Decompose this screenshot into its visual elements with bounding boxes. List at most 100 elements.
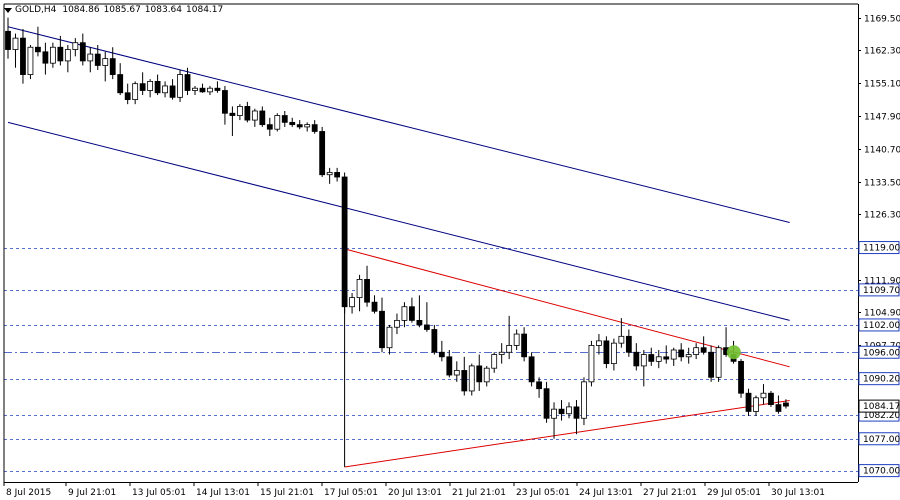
current-price-label: 1084.17 xyxy=(863,402,900,412)
time-tick-label: 24 Jul 13:01 xyxy=(579,488,633,498)
candle xyxy=(132,81,139,105)
candle-body xyxy=(356,279,363,299)
candle xyxy=(438,340,445,362)
level-label-box xyxy=(858,283,900,297)
candle-body xyxy=(760,392,767,399)
candle xyxy=(109,47,116,80)
symbol-timeframe: GOLD,H4 xyxy=(15,5,57,15)
candle xyxy=(192,85,198,96)
trendline-channel-upper[interactable] xyxy=(7,26,790,223)
candle-body xyxy=(783,402,789,407)
candle xyxy=(94,44,101,71)
level-label-box xyxy=(858,432,900,446)
candle-body xyxy=(513,333,520,346)
candle-body xyxy=(498,351,505,355)
candle xyxy=(386,324,393,355)
candle xyxy=(775,395,782,414)
candle-body xyxy=(745,392,752,412)
candle-body xyxy=(700,347,707,353)
candle xyxy=(207,85,213,96)
candle-body xyxy=(610,342,617,365)
candle-body xyxy=(708,351,715,378)
candle xyxy=(371,295,378,314)
level-label-box xyxy=(858,318,900,332)
candle-body xyxy=(371,301,378,312)
time-tick-label: 30 Jul 13:01 xyxy=(771,488,825,498)
candle-body xyxy=(229,112,236,116)
candle xyxy=(700,336,707,355)
trendline-triangle-upper[interactable] xyxy=(344,248,790,368)
time-axis-bg xyxy=(0,482,900,500)
candle-body xyxy=(670,349,677,360)
level-label: 1082.20 xyxy=(863,411,900,421)
time-tick-label: 17 Jul 05:01 xyxy=(324,488,378,498)
candle-body xyxy=(461,370,468,392)
candle-body xyxy=(536,381,542,390)
candle xyxy=(416,295,423,328)
candle-body xyxy=(438,351,445,358)
candle-body xyxy=(35,46,41,53)
candle-body xyxy=(334,172,341,178)
candle xyxy=(289,117,296,127)
candle xyxy=(693,343,700,360)
candle-body xyxy=(491,354,498,369)
candle-body xyxy=(139,83,146,91)
candle-body xyxy=(640,354,647,367)
candle xyxy=(169,79,176,100)
candle-body xyxy=(184,74,191,91)
candle-body xyxy=(79,42,86,62)
price-tick-label: 1169.50 xyxy=(864,15,900,25)
candle xyxy=(394,313,400,335)
candle-body xyxy=(573,406,580,419)
time-tick-label: 8 Jul 2015 xyxy=(6,488,51,498)
candle xyxy=(124,83,131,105)
candle xyxy=(610,338,617,371)
candle-body xyxy=(154,80,161,94)
candle xyxy=(513,329,520,350)
candle-body xyxy=(566,406,572,415)
candle xyxy=(401,302,408,328)
candle-body xyxy=(446,356,453,376)
candle-body xyxy=(132,83,139,100)
candle-body xyxy=(655,356,662,362)
candle-body xyxy=(72,42,79,50)
candle-body xyxy=(304,124,311,128)
candle-body xyxy=(349,297,355,308)
candle xyxy=(35,26,41,57)
candle-body xyxy=(618,335,625,344)
candle-body xyxy=(214,87,221,91)
price-tick-label: 1133.50 xyxy=(864,179,900,189)
candle-body xyxy=(693,347,700,355)
candle xyxy=(685,347,692,364)
candle xyxy=(423,302,430,332)
trendline-channel-lower[interactable] xyxy=(7,121,790,321)
candle xyxy=(117,63,124,96)
level-label: 1070.00 xyxy=(863,467,900,477)
candle-body xyxy=(528,356,535,383)
candle xyxy=(266,117,273,137)
candle xyxy=(5,17,11,59)
candle-body xyxy=(476,365,483,383)
dropdown-arrow-icon[interactable] xyxy=(4,7,12,13)
current-price-box xyxy=(858,399,900,413)
candle-body xyxy=(311,124,318,132)
candle-body xyxy=(633,351,640,367)
candle xyxy=(506,315,513,360)
candle-body xyxy=(49,46,56,64)
ohlc-close: 1084.17 xyxy=(186,5,224,15)
candle xyxy=(259,106,266,127)
candle xyxy=(356,274,363,312)
candle-body xyxy=(423,324,430,330)
candle xyxy=(431,324,438,355)
price-tick-label: 1111.90 xyxy=(864,277,900,287)
candle xyxy=(12,33,19,68)
trendline-triangle-lower[interactable] xyxy=(344,400,790,468)
candle xyxy=(640,349,647,387)
candle xyxy=(745,388,752,416)
candle-body xyxy=(581,381,587,419)
candle xyxy=(596,334,602,355)
ohlc-open: 1084.86 xyxy=(62,5,100,15)
level-label-box xyxy=(858,464,900,478)
